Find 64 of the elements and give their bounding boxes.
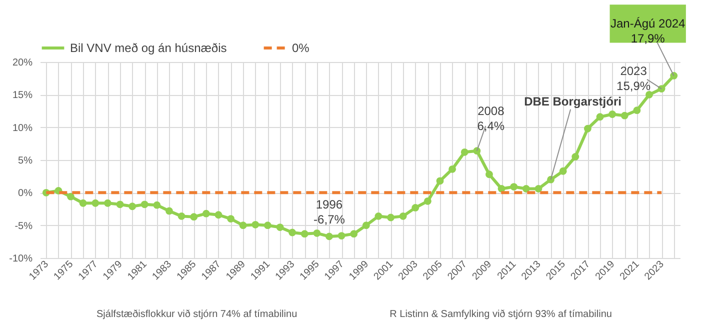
point bbox=[448, 165, 456, 173]
point bbox=[534, 185, 542, 192]
point bbox=[436, 177, 444, 185]
point bbox=[522, 185, 530, 192]
annotation: DBE Borgarstjóri bbox=[524, 94, 622, 109]
point bbox=[190, 213, 198, 221]
point bbox=[399, 212, 407, 220]
y-tick-label: 15% bbox=[12, 90, 33, 102]
point bbox=[620, 112, 628, 120]
point bbox=[412, 204, 420, 212]
y-tick-label: 0% bbox=[18, 188, 33, 200]
point bbox=[362, 222, 370, 230]
point bbox=[166, 207, 173, 215]
point bbox=[572, 153, 580, 160]
point bbox=[276, 224, 284, 231]
point bbox=[214, 211, 222, 219]
y-tick-label: 10% bbox=[12, 122, 33, 134]
point bbox=[547, 176, 554, 184]
point bbox=[227, 215, 234, 222]
point bbox=[252, 220, 260, 228]
point bbox=[596, 113, 604, 121]
annotation: 1996 -6,7% bbox=[314, 197, 346, 226]
point bbox=[608, 110, 616, 118]
point bbox=[104, 199, 112, 207]
point bbox=[460, 148, 468, 156]
point bbox=[67, 192, 74, 200]
point bbox=[326, 232, 333, 240]
point bbox=[633, 106, 641, 114]
legend-label: Bil VNV með og án húsnæðis bbox=[70, 41, 227, 55]
point bbox=[153, 201, 161, 209]
point bbox=[584, 124, 592, 132]
point bbox=[424, 197, 432, 205]
point bbox=[92, 199, 100, 207]
annotation: 2023 15,9% bbox=[616, 64, 651, 93]
point bbox=[338, 232, 346, 240]
point bbox=[79, 199, 87, 207]
text: Sjálfstæðisflokkur við stjórn 74% af tímabilinu bbox=[96, 309, 298, 320]
point bbox=[128, 202, 136, 210]
point bbox=[486, 170, 493, 178]
point bbox=[559, 167, 567, 175]
point bbox=[313, 229, 321, 237]
point bbox=[140, 200, 148, 208]
point bbox=[510, 183, 518, 190]
text: R Listinn & Samfylking við stjórn 93% af tímabilinu bbox=[390, 309, 612, 320]
y-tick-label: 5% bbox=[18, 156, 33, 166]
point bbox=[178, 212, 186, 220]
y-tick-label: 20% bbox=[12, 58, 33, 68]
point bbox=[288, 228, 296, 236]
point bbox=[646, 90, 653, 98]
point bbox=[374, 212, 382, 220]
point bbox=[300, 230, 308, 238]
point bbox=[387, 214, 394, 222]
point bbox=[116, 200, 124, 208]
point bbox=[350, 230, 358, 238]
point bbox=[264, 222, 272, 230]
y-tick-label: -10% bbox=[9, 254, 33, 264]
annotation: 2008 6,4% bbox=[477, 104, 505, 133]
point bbox=[202, 210, 210, 218]
y-tick-label: -5% bbox=[14, 220, 33, 232]
point bbox=[473, 147, 481, 155]
point bbox=[239, 222, 247, 230]
legend-label: 0% bbox=[292, 41, 310, 55]
annotation: Jan-Ágú 2024 17,9% bbox=[610, 16, 686, 46]
point bbox=[670, 72, 678, 80]
